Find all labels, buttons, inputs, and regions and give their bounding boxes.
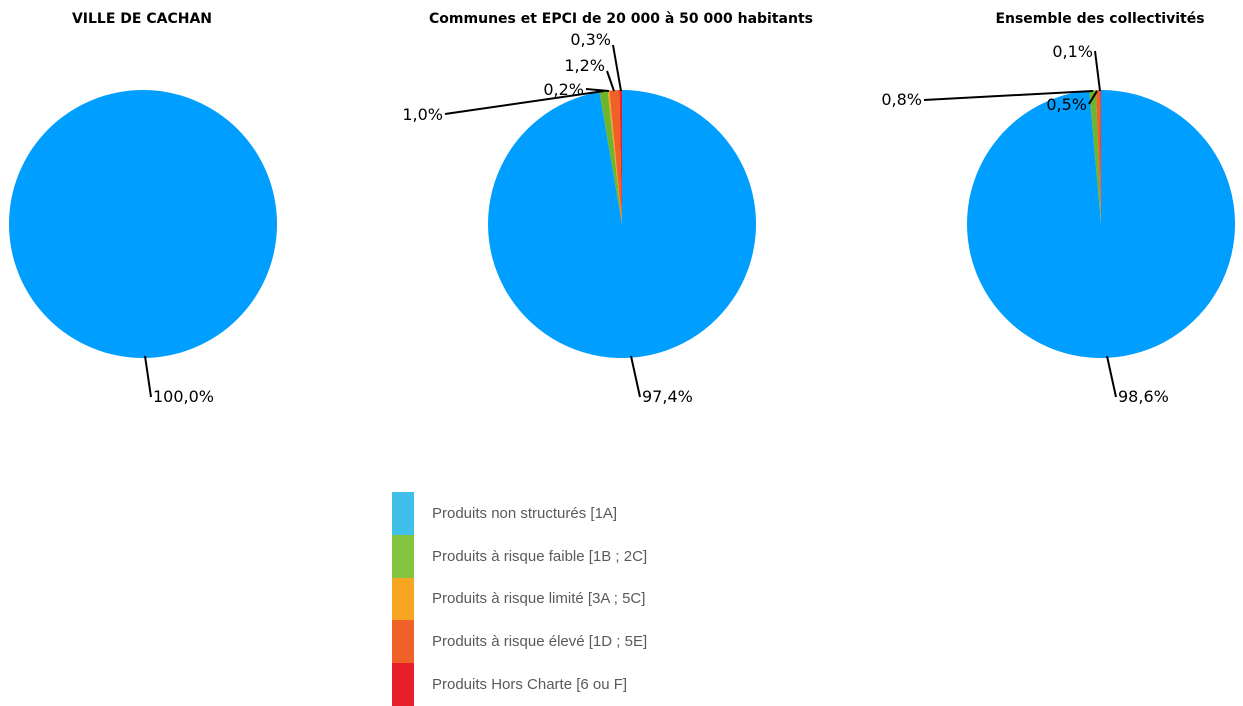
label-leader-line [444,90,605,115]
slice-value-label: 0,2% [543,80,584,99]
legend-label: Produits à risque élevé [1D ; 5E] [432,633,648,651]
label-leader-line [1088,90,1098,105]
pie-chart-ensemble-collectivites: Ensemble des collectivités 98,6% 0,8% 0,5%… [881,11,1236,406]
legend-swatch [392,577,414,621]
label-leader-line [612,44,622,92]
label-leader-line [1106,355,1117,398]
slice-value-label: 1,0% [402,105,443,124]
legend-swatch [392,663,414,706]
label-leader-line [606,70,615,92]
slice-value-label: 1,2% [564,56,605,75]
legend-item: Produits Hors Charte [6 ou F] [392,663,722,706]
pie-slice-hors-charte [1100,89,1101,224]
legend-item: Produits à risque faible [1B ; 2C] [392,534,722,578]
slice-value-label: 97,4% [642,387,693,406]
legend-label: Produits à risque faible [1B ; 2C] [432,547,648,565]
legend-label: Produits non structurés [1A] [432,504,618,522]
legend: Produits non structurés [1A] Produits à … [392,492,722,706]
label-leader-line [144,355,152,398]
chart-title: Ensemble des collectivités [995,11,1204,27]
pie-slice-non-structures [967,90,1236,358]
pie-slice-hors-charte [619,89,622,225]
label-leader-line [630,355,641,398]
legend-label: Produits à risque limité [3A ; 5C] [432,590,646,608]
pie-slice-non-structures [488,90,757,359]
label-leader-line [585,88,610,92]
slice-value-label: 0,1% [1052,42,1093,61]
slice-value-label: 0,5% [1046,95,1087,114]
legend-swatch [392,620,414,664]
pie-slice-faible [1089,90,1101,224]
pie-chart-communes-epci: Communes et EPCI de 20 000 à 50 000 habi… [402,11,813,406]
label-leader-line [1094,50,1101,92]
legend-label: Produits Hors Charte [6 ou F] [432,676,628,694]
pie-chart-ville-de-cachan: VILLE DE CACHAN 100,0% [9,11,277,406]
legend-item: Produits à risque limité [3A ; 5C] [392,577,722,621]
pie-slice-eleve [1095,90,1101,224]
legend-item: Produits non structurés [1A] [392,492,722,535]
pie-slice-non-structures [9,90,277,358]
chart-title: Communes et EPCI de 20 000 à 50 000 habi… [429,11,813,27]
slice-value-label: 100,0% [153,387,214,406]
label-leader-line [923,90,1094,101]
legend-swatch [392,534,414,578]
pie-slice-limite [607,90,622,224]
legend-item: Produits à risque élevé [1D ; 5E] [392,620,722,664]
pie-slice-faible [599,90,622,224]
slice-value-label: 0,8% [881,90,922,109]
slice-value-label: 98,6% [1118,387,1169,406]
legend-swatch [392,492,414,535]
slice-value-label: 0,3% [570,30,611,49]
pie-slice-eleve [609,90,622,225]
chart-title: VILLE DE CACHAN [72,11,212,27]
